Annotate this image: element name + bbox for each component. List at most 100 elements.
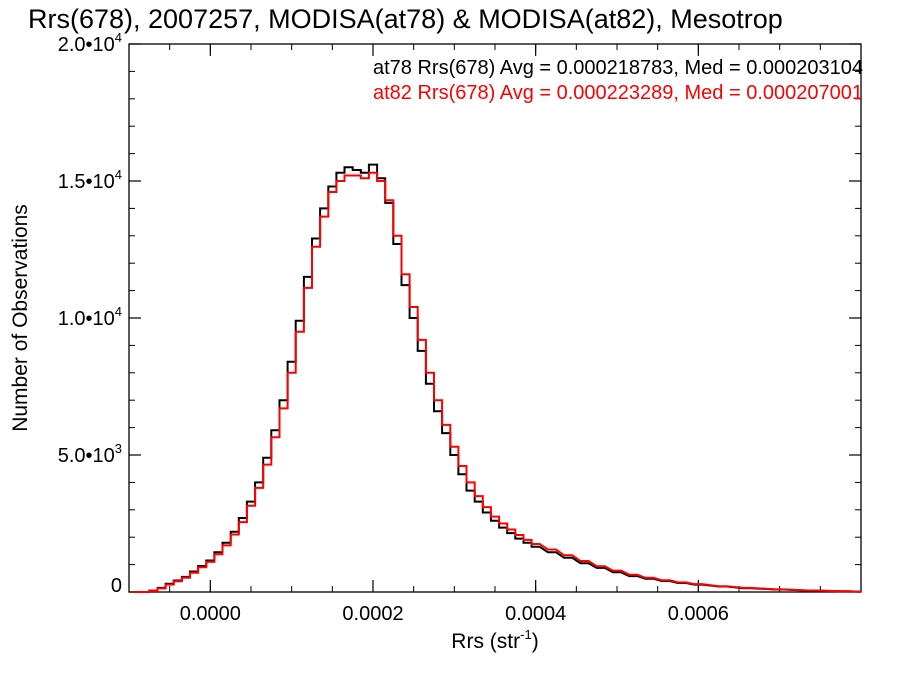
- data-point-at82-33: [405, 274, 406, 275]
- data-point-at82-45: [503, 523, 504, 524]
- data-point-at78-50: [551, 552, 552, 553]
- data-point-at78-46: [511, 533, 512, 534]
- data-point-at82-49: [535, 543, 536, 544]
- data-point-at82-1: [145, 591, 146, 592]
- data-point-at82-40: [462, 465, 463, 466]
- data-point-at78-10: [218, 552, 219, 553]
- data-point-at82-42: [478, 496, 479, 497]
- data-point-at82-36: [429, 372, 430, 373]
- data-point-at78-34: [413, 317, 414, 318]
- data-point-at78-25: [340, 172, 341, 173]
- data-point-at82-63: [812, 590, 813, 591]
- data-point-at78-20: [299, 320, 300, 321]
- x-axis-label-tail: ): [532, 630, 539, 653]
- data-point-at82-44: [494, 516, 495, 517]
- data-point-at78-54: [616, 572, 617, 573]
- y-axis-label: Number of Observations: [9, 204, 32, 432]
- data-point-at82-51: [568, 555, 569, 556]
- data-point-at82-10: [218, 554, 219, 555]
- data-point-at82-59: [698, 584, 699, 585]
- series-line-at78: [133, 163, 861, 593]
- data-point-at82-29: [372, 172, 373, 173]
- data-point-at82-23: [324, 216, 325, 217]
- data-point-at78-43: [486, 512, 487, 513]
- data-point-at78-33: [405, 285, 406, 286]
- data-point-at82-58: [682, 582, 683, 583]
- data-point-at78-38: [446, 433, 447, 434]
- data-point-at78-15: [259, 482, 260, 483]
- data-point-at78-11: [226, 542, 227, 543]
- data-point-at82-19: [291, 372, 292, 373]
- data-point-at82-55: [633, 574, 634, 575]
- x-tick-label-2: 0.0004: [505, 603, 566, 625]
- data-point-at82-27: [356, 175, 357, 176]
- data-point-at82-47: [519, 534, 520, 535]
- data-point-at82-64: [844, 591, 845, 592]
- data-point-at82-32: [397, 235, 398, 236]
- data-point-at78-37: [438, 411, 439, 412]
- data-point-at82-0: [137, 591, 138, 592]
- data-point-at78-47: [519, 538, 520, 539]
- data-point-at78-32: [397, 243, 398, 244]
- y-axis-ticks: 0 5.0•103 1.0•104 1.5•104 2.0•104: [58, 30, 861, 597]
- data-point-at78-48: [527, 542, 528, 543]
- data-point-at82-7: [194, 572, 195, 573]
- y-tick-label-4: 2.0•104: [58, 30, 122, 56]
- data-point-at78-30: [381, 178, 382, 179]
- data-point-at78-16: [267, 457, 268, 458]
- data-point-at78-31: [389, 202, 390, 203]
- plot-frame: [128, 43, 862, 593]
- data-point-at78-18: [283, 400, 284, 401]
- data-point-at78-28: [364, 172, 365, 173]
- data-point-at78-49: [535, 546, 536, 547]
- data-point-at78-13: [242, 517, 243, 518]
- series-at78: [133, 163, 861, 593]
- data-point-at82-62: [779, 589, 780, 590]
- x-tick-label-3: 0.0006: [668, 603, 729, 625]
- data-point-at82-56: [649, 577, 650, 578]
- chart-title: Rrs(678), 2007257, MODISA(at78) & MODISA…: [28, 4, 783, 34]
- data-point-at78-44: [494, 520, 495, 521]
- data-point-at82-57: [665, 580, 666, 581]
- x-axis-ticks: 0.0000 0.0002 0.0004 0.0006: [128, 44, 862, 625]
- data-point-at82-41: [470, 482, 471, 483]
- data-point-at82-3: [161, 588, 162, 589]
- data-point-at78-42: [478, 501, 479, 502]
- data-point-at78-22: [316, 238, 317, 239]
- data-point-at82-61: [747, 587, 748, 588]
- series-line-at82: [133, 171, 861, 593]
- data-point-at78-21: [307, 276, 308, 277]
- data-point-at78-45: [503, 527, 504, 528]
- x-axis-label-sup: -1: [520, 627, 532, 642]
- data-point-at82-37: [438, 400, 439, 401]
- data-point-at78-35: [421, 350, 422, 351]
- data-point-at82-26: [348, 175, 349, 176]
- x-axis-label: Rrs (str-1): [451, 627, 538, 653]
- series-at82: [133, 171, 861, 593]
- series-layer: [133, 163, 861, 593]
- data-point-at82-16: [267, 464, 268, 465]
- data-point-at82-17: [275, 437, 276, 438]
- data-point-at82-6: [185, 577, 186, 578]
- data-point-at82-46: [511, 529, 512, 530]
- data-point-at78-24: [332, 186, 333, 187]
- data-point-at82-34: [413, 306, 414, 307]
- x-tick-label-0: 0.0000: [180, 603, 241, 625]
- y-tick-label-3: 1.5•104: [58, 167, 122, 193]
- data-point-at82-25: [340, 180, 341, 181]
- data-point-at82-53: [600, 566, 601, 567]
- data-point-at82-22: [316, 246, 317, 247]
- data-point-at82-8: [202, 567, 203, 568]
- data-point-at82-35: [421, 339, 422, 340]
- data-point-at78-52: [584, 563, 585, 564]
- data-point-at82-52: [584, 560, 585, 561]
- data-point-at82-18: [283, 408, 284, 409]
- data-point-at78-29: [372, 164, 373, 165]
- legend-entry-at82: at82 Rrs(678) Avg = 0.000223289, Med = 0…: [373, 82, 863, 104]
- data-point-at82-31: [389, 200, 390, 201]
- data-point-at82-50: [551, 549, 552, 550]
- data-point-at78-53: [600, 567, 601, 568]
- data-point-at78-23: [324, 208, 325, 209]
- data-point-at82-12: [234, 534, 235, 535]
